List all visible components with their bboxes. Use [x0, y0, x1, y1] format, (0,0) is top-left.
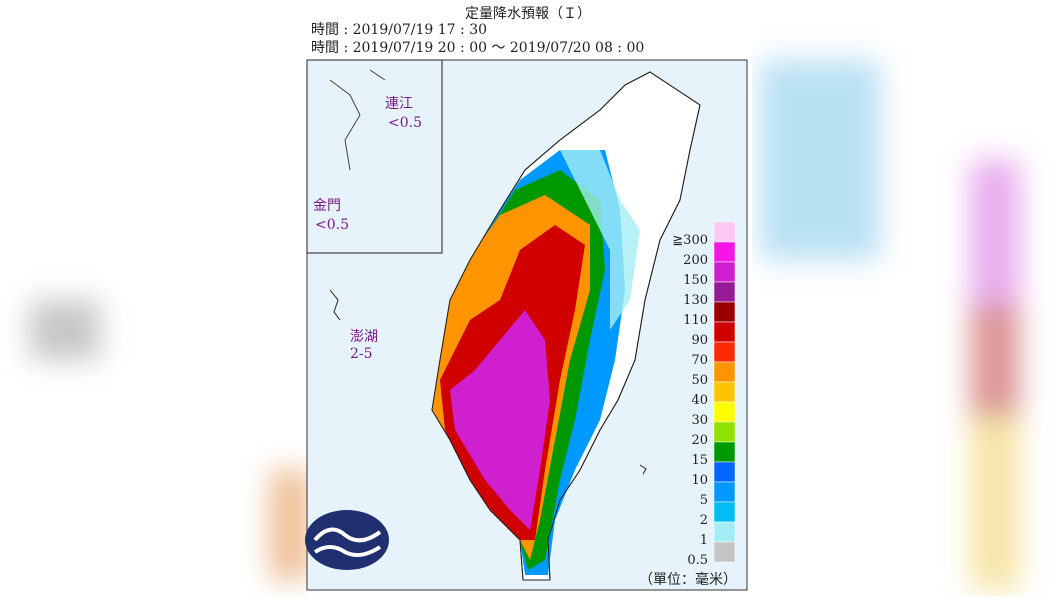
island-amount: 2-5: [350, 346, 373, 362]
logo-wave: [313, 527, 382, 558]
legend-swatch: [713, 441, 736, 463]
legend-swatch: [713, 221, 736, 243]
legend-label: 5: [700, 493, 708, 508]
legend-label: ≧300: [672, 233, 708, 248]
legend-swatch: [713, 381, 736, 403]
coast: [329, 69, 386, 171]
legend-unit: （單位：毫米）: [639, 571, 737, 588]
legend-swatch: [713, 361, 736, 383]
valid-time: 時間 : 2019/07/19 20 : 00 ～ 2019/07/20 08 …: [311, 40, 644, 56]
island-name: 澎湖: [350, 329, 378, 345]
legend-swatch: [713, 261, 736, 283]
legend-swatch: [713, 481, 736, 503]
legend-swatch: [713, 341, 736, 363]
island-name: 連江: [385, 96, 413, 112]
legend-swatch: [713, 501, 736, 523]
island-amount: <0.5: [388, 115, 422, 131]
legend-label: 50: [691, 373, 708, 388]
legend-swatch: [713, 281, 736, 303]
taiwan-map: [329, 71, 701, 581]
legend-swatch: [713, 421, 736, 443]
legend-label: 0.5: [687, 553, 708, 568]
legend-label: 110: [683, 313, 708, 328]
blurred-background: [30, 60, 1020, 590]
legend-label: 2: [700, 513, 708, 528]
legend-label: 130: [683, 293, 708, 308]
legend-label: 20: [691, 433, 708, 448]
title: 定量降水預報（Ｉ）: [465, 6, 591, 22]
island-amount: <0.5: [315, 217, 349, 233]
legend-label: 1: [700, 533, 708, 548]
legend-label: 70: [691, 353, 708, 368]
legend: ≧300 200 150 130 110 90 70 50 40 30 20 15 10 5 2 1 0.5: [672, 221, 736, 568]
legend-swatch: [713, 301, 736, 323]
legend-label: 40: [691, 393, 708, 408]
legend-label: 30: [691, 413, 708, 428]
legend-swatch: [713, 321, 736, 343]
island-name: 金門: [313, 198, 341, 214]
legend-swatch: [713, 461, 736, 483]
issue-time: 時間 : 2019/07/19 17 : 30: [311, 22, 487, 38]
legend-label: 150: [683, 273, 708, 288]
legend-swatch: [713, 541, 736, 563]
legend-label: 15: [691, 453, 708, 468]
legend-label: 10: [691, 473, 708, 488]
legend-label: 90: [691, 333, 708, 348]
legend-swatch: [713, 241, 736, 263]
inset-box: [306, 59, 443, 254]
legend-label: 200: [683, 253, 708, 268]
legend-swatch: [713, 401, 736, 423]
legend-swatch: [713, 521, 736, 543]
